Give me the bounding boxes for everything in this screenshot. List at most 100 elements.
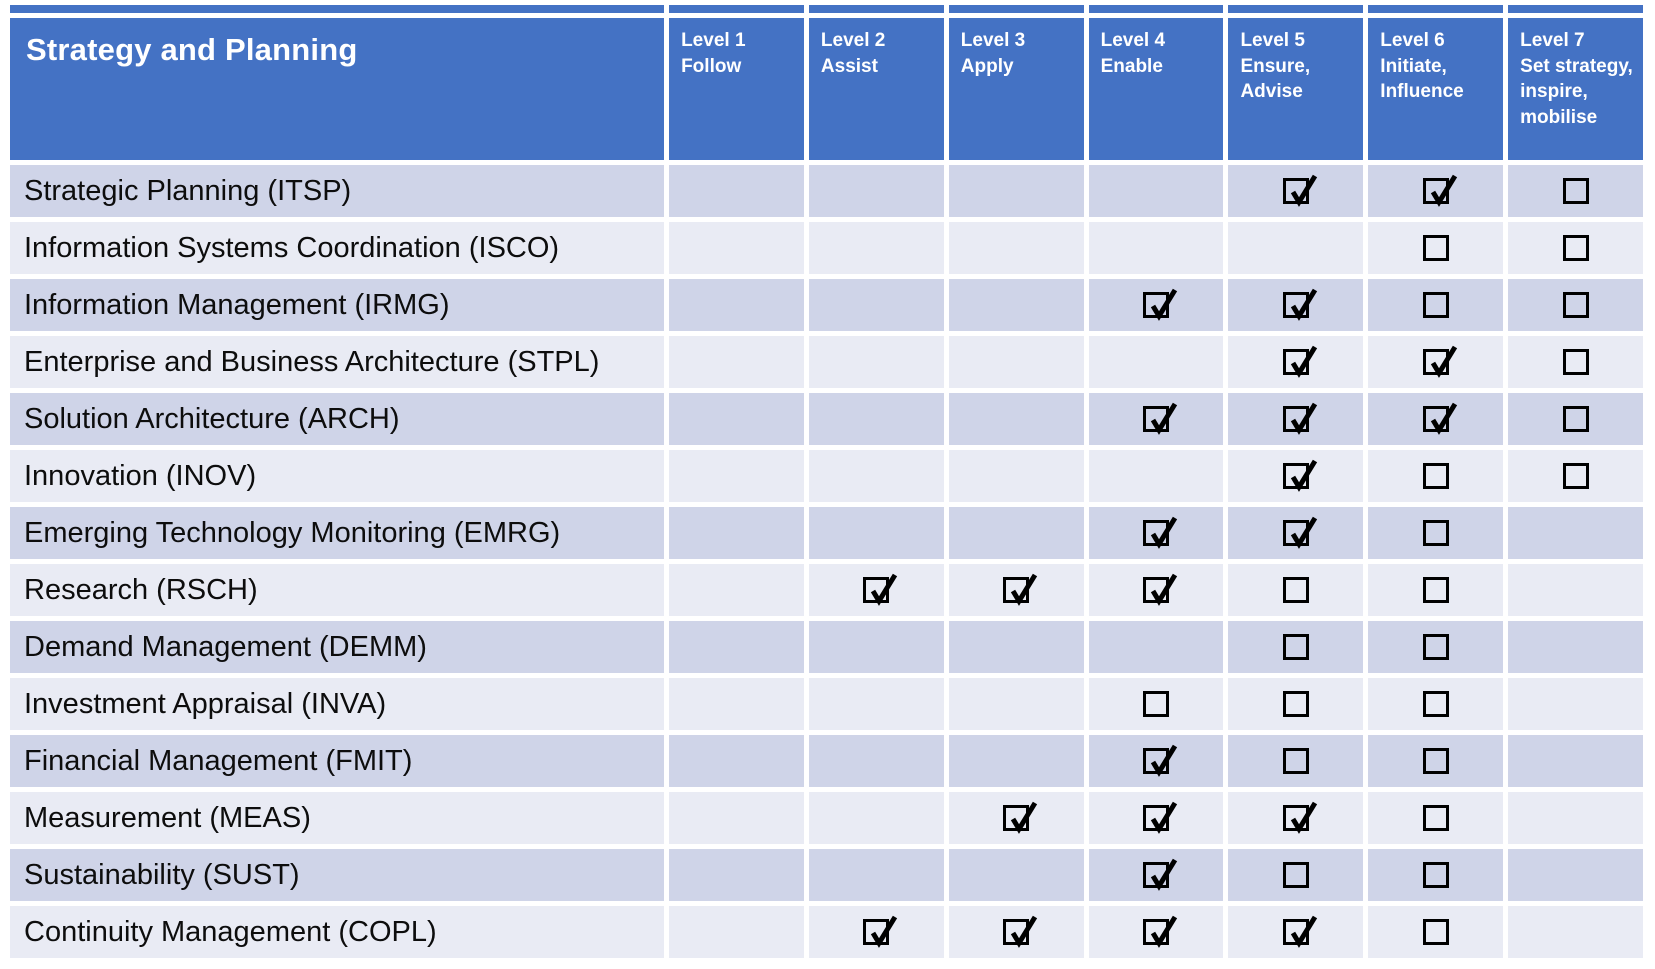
table-row: Emerging Technology Monitoring (EMRG) bbox=[10, 507, 1643, 559]
competency-cell bbox=[1088, 849, 1224, 901]
table-row: Continuity Management (COPL) bbox=[10, 906, 1643, 958]
checked-checkbox-icon[interactable] bbox=[1282, 516, 1318, 549]
competency-cell bbox=[808, 906, 944, 958]
checked-checkbox-icon[interactable] bbox=[1143, 288, 1178, 321]
checked-checkbox-icon[interactable] bbox=[1422, 402, 1457, 435]
competency-cell bbox=[1088, 906, 1224, 958]
competency-cell bbox=[808, 564, 944, 616]
unchecked-checkbox-icon[interactable] bbox=[1422, 463, 1449, 489]
checked-checkbox-icon[interactable] bbox=[1422, 345, 1457, 378]
competency-cell bbox=[808, 678, 944, 730]
checked-checkbox-icon[interactable] bbox=[1143, 858, 1178, 891]
skill-label: Innovation (INOV) bbox=[10, 450, 665, 502]
skill-label: Information Systems Coordination (ISCO) bbox=[10, 222, 665, 274]
competency-cell bbox=[1368, 906, 1504, 958]
checked-checkbox-icon[interactable] bbox=[1282, 402, 1318, 435]
unchecked-checkbox-icon[interactable] bbox=[1282, 691, 1309, 717]
table-row: Sustainability (SUST) bbox=[10, 849, 1643, 901]
checked-checkbox-icon[interactable] bbox=[1143, 573, 1178, 606]
cropped-row-sliver bbox=[10, 5, 1643, 13]
competency-cell bbox=[669, 393, 804, 445]
level-number-label: Level 2 bbox=[820, 30, 886, 51]
competency-cell bbox=[1368, 222, 1504, 274]
skill-label: Solution Architecture (ARCH) bbox=[10, 393, 665, 445]
checked-checkbox-icon[interactable] bbox=[1282, 459, 1318, 492]
competency-cell bbox=[808, 849, 944, 901]
unchecked-checkbox-icon[interactable] bbox=[1143, 691, 1170, 717]
competency-cell bbox=[1368, 735, 1504, 787]
unchecked-checkbox-icon[interactable] bbox=[1562, 406, 1589, 432]
competency-cell bbox=[1088, 621, 1224, 673]
checked-checkbox-icon[interactable] bbox=[1003, 915, 1038, 948]
unchecked-checkbox-icon[interactable] bbox=[1422, 292, 1449, 318]
checked-checkbox-icon[interactable] bbox=[1282, 288, 1318, 321]
competency-cell bbox=[1368, 564, 1504, 616]
competency-cell bbox=[669, 792, 804, 844]
unchecked-checkbox-icon[interactable] bbox=[1562, 349, 1589, 375]
checked-checkbox-icon[interactable] bbox=[1282, 801, 1318, 834]
table-title: Strategy and Planning bbox=[10, 18, 665, 160]
header-row: Strategy and Planning Level 1 Follow Lev… bbox=[10, 18, 1643, 160]
unchecked-checkbox-icon[interactable] bbox=[1282, 748, 1309, 774]
competency-cell bbox=[1508, 336, 1643, 388]
table-row: Investment Appraisal (INVA) bbox=[10, 678, 1643, 730]
competency-cell bbox=[1228, 564, 1364, 616]
checked-checkbox-icon[interactable] bbox=[1143, 915, 1178, 948]
unchecked-checkbox-icon[interactable] bbox=[1562, 292, 1589, 318]
unchecked-checkbox-icon[interactable] bbox=[1562, 235, 1589, 261]
unchecked-checkbox-icon[interactable] bbox=[1282, 634, 1309, 660]
competency-cell bbox=[1228, 393, 1364, 445]
checked-checkbox-icon[interactable] bbox=[1143, 516, 1178, 549]
unchecked-checkbox-icon[interactable] bbox=[1422, 634, 1449, 660]
competency-cell bbox=[808, 393, 944, 445]
competency-cell bbox=[1088, 450, 1224, 502]
competency-cell bbox=[1368, 621, 1504, 673]
competency-cell bbox=[808, 507, 944, 559]
checked-checkbox-icon[interactable] bbox=[863, 915, 898, 948]
unchecked-checkbox-icon[interactable] bbox=[1282, 862, 1309, 888]
unchecked-checkbox-icon[interactable] bbox=[1422, 919, 1449, 945]
checked-checkbox-icon[interactable] bbox=[863, 573, 898, 606]
skill-label: Enterprise and Business Architecture (ST… bbox=[10, 336, 665, 388]
table-row: Strategic Planning (ITSP) bbox=[10, 165, 1643, 217]
unchecked-checkbox-icon[interactable] bbox=[1422, 520, 1449, 546]
unchecked-checkbox-icon[interactable] bbox=[1422, 748, 1449, 774]
competency-cell bbox=[1088, 279, 1224, 331]
competency-cell bbox=[808, 735, 944, 787]
checked-checkbox-icon[interactable] bbox=[1003, 573, 1038, 606]
checked-checkbox-icon[interactable] bbox=[1143, 744, 1178, 777]
competency-cell bbox=[669, 279, 804, 331]
checked-checkbox-icon[interactable] bbox=[1282, 915, 1318, 948]
competency-cell bbox=[1228, 678, 1364, 730]
competency-cell bbox=[948, 735, 1084, 787]
competency-cell bbox=[1508, 507, 1643, 559]
checked-checkbox-icon[interactable] bbox=[1282, 345, 1318, 378]
checked-checkbox-icon[interactable] bbox=[1143, 801, 1178, 834]
competency-cell bbox=[1088, 165, 1224, 217]
unchecked-checkbox-icon[interactable] bbox=[1562, 463, 1589, 489]
competency-cell bbox=[1088, 678, 1224, 730]
unchecked-checkbox-icon[interactable] bbox=[1422, 691, 1449, 717]
competency-cell bbox=[669, 906, 804, 958]
competency-cell bbox=[948, 279, 1084, 331]
competency-cell bbox=[669, 222, 804, 274]
competency-cell bbox=[1228, 450, 1364, 502]
competency-cell bbox=[669, 165, 804, 217]
unchecked-checkbox-icon[interactable] bbox=[1562, 178, 1589, 204]
level-number-label: Level 6 bbox=[1380, 30, 1445, 51]
skill-label: Research (RSCH) bbox=[10, 564, 665, 616]
checked-checkbox-icon[interactable] bbox=[1282, 174, 1318, 207]
unchecked-checkbox-icon[interactable] bbox=[1422, 235, 1449, 261]
checked-checkbox-icon[interactable] bbox=[1422, 174, 1457, 207]
checked-checkbox-icon[interactable] bbox=[1003, 801, 1038, 834]
competency-cell bbox=[1088, 792, 1224, 844]
unchecked-checkbox-icon[interactable] bbox=[1422, 862, 1449, 888]
unchecked-checkbox-icon[interactable] bbox=[1422, 805, 1449, 831]
level-descriptor-label: Apply bbox=[960, 55, 1014, 77]
competency-cell bbox=[808, 165, 944, 217]
competency-cell bbox=[1228, 621, 1364, 673]
unchecked-checkbox-icon[interactable] bbox=[1422, 577, 1449, 603]
competency-cell bbox=[1088, 393, 1224, 445]
checked-checkbox-icon[interactable] bbox=[1143, 402, 1178, 435]
unchecked-checkbox-icon[interactable] bbox=[1282, 577, 1309, 603]
